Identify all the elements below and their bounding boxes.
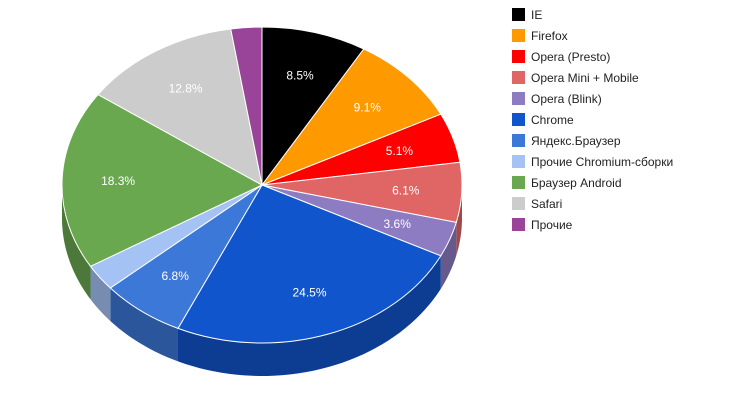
legend-item-8: Браузер Android — [512, 172, 722, 193]
slice-label-2: 5.1% — [386, 144, 414, 158]
legend-swatch — [512, 218, 525, 231]
legend-item-10: Прочие — [512, 214, 722, 235]
slice-side-5 — [177, 255, 441, 376]
slice-label-4: 3.6% — [384, 217, 412, 231]
slice-10 — [230, 26, 263, 186]
legend-label: Opera (Presto) — [531, 49, 611, 64]
slice-label-6: 6.8% — [162, 269, 190, 283]
slice-label-0: 8.5% — [286, 68, 314, 82]
legend-item-5: Chrome — [512, 109, 722, 130]
legend-swatch — [512, 71, 525, 84]
legend-item-9: Safari — [512, 193, 722, 214]
legend-label: Opera (Blink) — [531, 91, 602, 106]
legend-item-6: Яндекс.Браузер — [512, 130, 722, 151]
slice-label-1: 9.1% — [354, 100, 382, 114]
pie-slices — [61, 26, 463, 344]
legend-swatch — [512, 176, 525, 189]
slice-labels: 8.5% 9.1% 5.1% 6.1% 3.6% 24.5% 6.8% 18.3% 12.8% — [101, 68, 420, 299]
slice-5 — [177, 184, 442, 344]
slice-label-8: 18.3% — [101, 174, 135, 188]
slice-side-8 — [62, 185, 91, 300]
slice-9 — [97, 28, 263, 186]
legend-item-2: Opera (Presto) — [512, 46, 722, 67]
slice-label-5: 24.5% — [292, 285, 326, 299]
slice-side-4 — [440, 222, 457, 289]
legend-label: Opera Mini + Mobile — [531, 70, 639, 85]
legend-label: Chrome — [531, 112, 574, 127]
legend-label: Firefox — [531, 28, 568, 43]
legend-item-4: Opera (Blink) — [512, 88, 722, 109]
legend-swatch — [512, 29, 525, 42]
slice-side-3 — [456, 185, 462, 256]
slice-0 — [261, 26, 365, 187]
legend-swatch — [512, 113, 525, 126]
legend-swatch — [512, 92, 525, 105]
slice-8 — [61, 93, 264, 267]
legend-label: Браузер Android — [531, 175, 622, 190]
legend-item-0: IE — [512, 4, 722, 25]
legend-item-3: Opera Mini + Mobile — [512, 67, 722, 88]
legend-swatch — [512, 155, 525, 168]
slice-label-9: 12.8% — [169, 82, 203, 96]
legend-swatch — [512, 50, 525, 63]
legend-label: Прочие Chromium-сборки — [531, 154, 674, 169]
slice-side-7 — [90, 266, 111, 321]
legend-label: Яндекс.Браузер — [531, 133, 621, 148]
legend-item-1: Firefox — [512, 25, 722, 46]
legend-label: Safari — [531, 196, 563, 211]
pie-sides — [62, 185, 462, 376]
slice-side-6 — [110, 287, 178, 362]
legend-swatch — [512, 8, 525, 21]
legend-label: IE — [531, 7, 543, 22]
legend-label: Прочие — [531, 217, 573, 232]
legend-swatch — [512, 134, 525, 147]
legend: IE Firefox Opera (Presto) Opera Mini + Mobi… — [512, 4, 722, 235]
legend-item-7: Прочие Chromium-сборки — [512, 151, 722, 172]
legend-swatch — [512, 197, 525, 210]
slice-label-3: 6.1% — [392, 183, 420, 197]
slice-1 — [260, 48, 442, 187]
